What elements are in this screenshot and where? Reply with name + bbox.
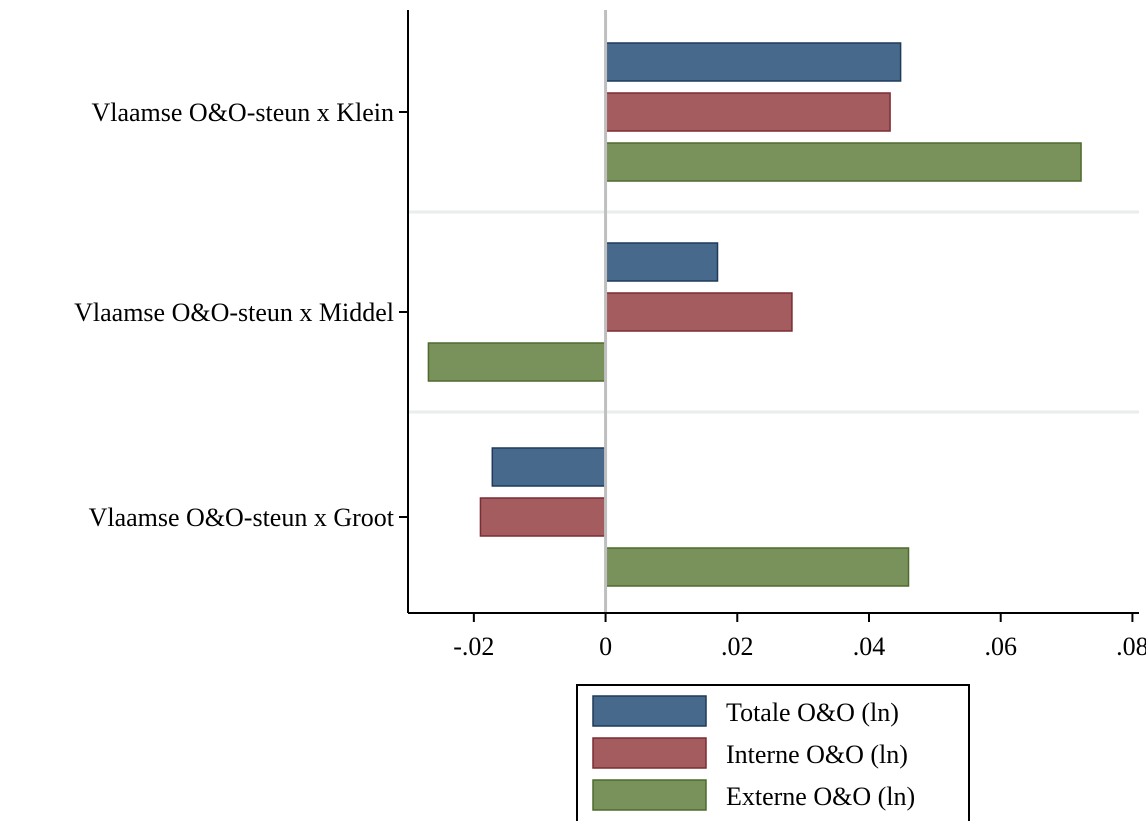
bar-1-1 bbox=[604, 42, 902, 82]
bar-1-2 bbox=[604, 242, 719, 282]
category-label: Vlaamse O&O-steun x Klein bbox=[91, 98, 394, 127]
x-axis-ticks: -.02 0 .02 .04 .06 .08 bbox=[453, 613, 1146, 661]
bar-1-3 bbox=[491, 447, 607, 487]
category-label: Vlaamse O&O-steun x Groot bbox=[89, 503, 395, 532]
x-tick-label: -.02 bbox=[453, 632, 494, 661]
category-separators bbox=[408, 210, 1139, 414]
x-tick-label: 0 bbox=[599, 632, 612, 661]
x-tick-label: .02 bbox=[721, 632, 754, 661]
bar-3-3 bbox=[604, 547, 910, 587]
bar-2-1 bbox=[604, 92, 891, 132]
legend-label: Interne O&O (ln) bbox=[726, 740, 908, 769]
legend-label: Totale O&O (ln) bbox=[726, 698, 899, 727]
category-label: Vlaamse O&O-steun x Middel bbox=[74, 298, 394, 327]
category-labels: Vlaamse O&O-steun x Klein Vlaamse O&O-ste… bbox=[74, 98, 408, 532]
legend-swatch bbox=[592, 779, 707, 811]
legend-label: Externe O&O (ln) bbox=[726, 782, 915, 811]
legend-swatch bbox=[592, 737, 707, 769]
legend-swatch bbox=[592, 695, 707, 727]
bar-2-3 bbox=[479, 497, 607, 537]
bar-3-1 bbox=[604, 142, 1082, 182]
x-tick-label: .08 bbox=[1116, 632, 1146, 661]
x-tick-label: .04 bbox=[853, 632, 886, 661]
x-tick-label: .06 bbox=[984, 632, 1017, 661]
bar-2-2 bbox=[604, 292, 793, 332]
bar-3-2 bbox=[427, 342, 607, 382]
bars bbox=[427, 42, 1082, 587]
legend: Totale O&O (ln) Interne O&O (ln) Externe O… bbox=[576, 684, 970, 821]
